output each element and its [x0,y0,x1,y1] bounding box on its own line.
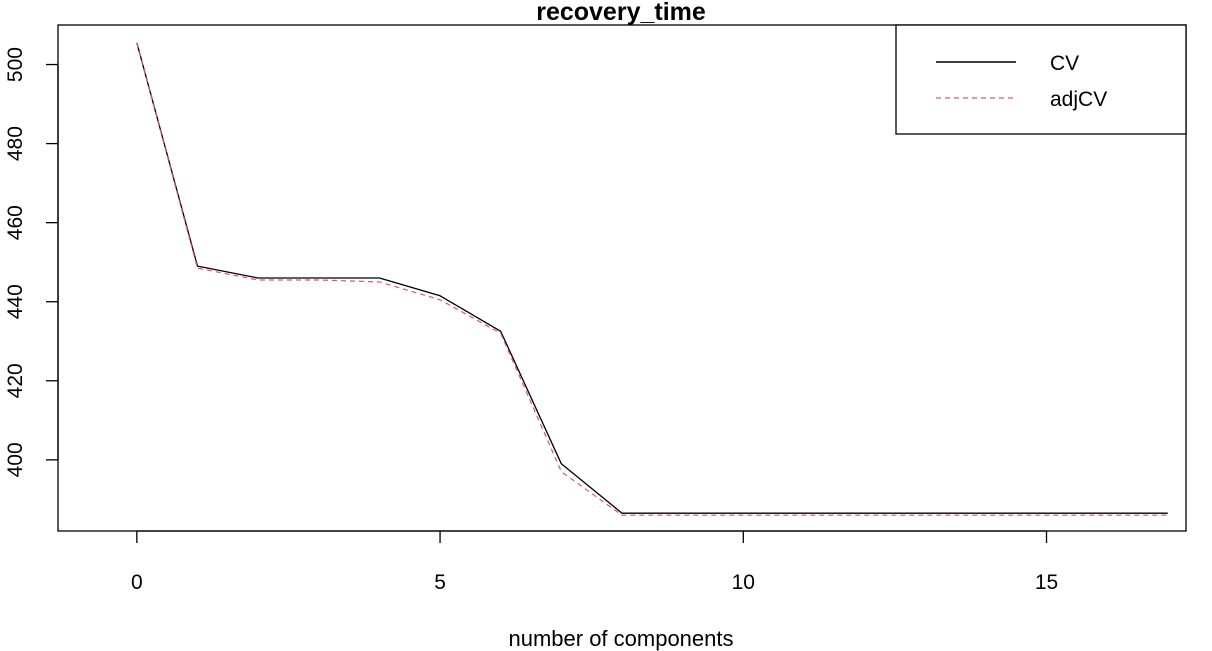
legend-box [895,24,1187,135]
y-axis: 400 420 440 460 480 500 [4,47,59,477]
y-tick-label: 460 [4,205,27,240]
x-tick-label: 0 [131,571,143,594]
series-line-adjcv [136,42,1168,516]
y-tick-label: 400 [4,442,27,477]
y-tick-label: 440 [4,284,27,319]
x-tick-label: 5 [434,571,446,594]
y-tick-label: 420 [4,363,27,398]
legend-adjcv-label: adjCV [1050,88,1107,111]
chart-title: recovery_time [536,0,706,26]
x-axis: 0 5 10 15 [131,530,1058,594]
x-tick-label: 10 [732,571,755,594]
legend-cv-label: CV [1050,52,1079,75]
legend: CV adjCV [895,24,1187,135]
series-line-cv [136,42,1168,514]
x-tick-label: 15 [1035,571,1058,594]
series-layer [136,42,1168,516]
y-tick-label: 500 [4,47,27,82]
y-tick-label: 480 [4,126,27,161]
x-axis-title: number of components [508,626,733,651]
